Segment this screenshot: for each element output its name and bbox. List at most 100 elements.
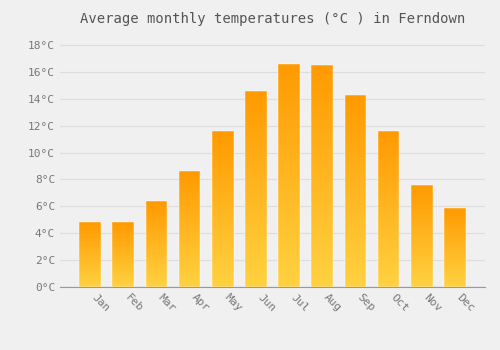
Bar xyxy=(179,216,201,218)
Bar xyxy=(245,130,266,132)
Bar xyxy=(112,262,134,263)
Bar xyxy=(80,237,101,238)
Bar xyxy=(378,232,400,234)
Bar xyxy=(378,145,400,147)
Bar xyxy=(411,214,432,216)
Bar xyxy=(378,267,400,270)
Bar xyxy=(312,110,333,112)
Bar xyxy=(312,107,333,110)
Bar xyxy=(179,225,201,226)
Bar xyxy=(146,245,167,246)
Bar xyxy=(245,267,266,270)
Bar xyxy=(344,280,366,282)
Bar xyxy=(411,269,432,271)
Bar xyxy=(444,280,466,281)
Bar xyxy=(212,260,234,262)
Bar xyxy=(80,256,101,257)
Bar xyxy=(179,186,201,187)
Bar xyxy=(245,91,266,93)
Bar xyxy=(444,278,466,279)
Bar xyxy=(411,187,432,189)
Bar xyxy=(179,265,201,267)
Bar xyxy=(146,243,167,244)
Bar xyxy=(212,182,234,184)
Bar xyxy=(278,231,300,234)
Bar xyxy=(212,217,234,219)
Bar xyxy=(378,217,400,219)
Bar xyxy=(278,150,300,153)
Bar xyxy=(278,226,300,229)
Bar xyxy=(146,263,167,264)
Bar xyxy=(444,265,466,266)
Bar xyxy=(278,215,300,217)
Bar xyxy=(344,273,366,275)
Bar xyxy=(344,224,366,227)
Bar xyxy=(245,209,266,211)
Bar xyxy=(245,258,266,260)
Bar xyxy=(112,236,134,237)
Bar xyxy=(411,197,432,199)
Bar xyxy=(378,213,400,215)
Bar xyxy=(378,201,400,203)
Bar xyxy=(278,145,300,147)
Bar xyxy=(179,260,201,261)
Bar xyxy=(146,224,167,225)
Bar xyxy=(444,233,466,235)
Bar xyxy=(344,133,366,135)
Bar xyxy=(146,272,167,273)
Bar xyxy=(212,174,234,176)
Bar xyxy=(444,216,466,217)
Bar xyxy=(146,268,167,269)
Bar xyxy=(312,168,333,170)
Bar xyxy=(146,229,167,230)
Bar xyxy=(411,271,432,272)
Bar xyxy=(278,120,300,122)
Bar xyxy=(344,174,366,176)
Bar xyxy=(411,227,432,228)
Bar xyxy=(212,211,234,213)
Bar xyxy=(179,245,201,246)
Bar xyxy=(80,228,101,229)
Bar xyxy=(378,170,400,172)
Bar xyxy=(112,245,134,246)
Bar xyxy=(444,282,466,283)
Bar xyxy=(179,233,201,235)
Bar xyxy=(212,234,234,236)
Bar xyxy=(411,196,432,197)
Bar xyxy=(411,223,432,224)
Bar xyxy=(411,238,432,240)
Bar xyxy=(278,111,300,114)
Bar xyxy=(444,251,466,252)
Bar xyxy=(146,262,167,263)
Bar xyxy=(444,209,466,210)
Bar xyxy=(245,159,266,162)
Bar xyxy=(444,279,466,280)
Bar xyxy=(80,265,101,266)
Bar xyxy=(212,242,234,244)
Bar xyxy=(112,256,134,257)
Bar xyxy=(245,93,266,96)
Bar xyxy=(378,230,400,232)
Bar xyxy=(245,137,266,140)
Bar xyxy=(344,116,366,119)
Bar xyxy=(146,281,167,282)
Bar xyxy=(278,251,300,253)
Bar xyxy=(212,244,234,246)
Bar xyxy=(444,262,466,263)
Bar xyxy=(146,242,167,243)
Bar xyxy=(344,131,366,133)
Bar xyxy=(344,282,366,285)
Bar xyxy=(212,131,234,133)
Bar xyxy=(344,150,366,152)
Bar xyxy=(344,169,366,171)
Bar xyxy=(80,267,101,268)
Bar xyxy=(411,272,432,273)
Bar xyxy=(278,212,300,215)
Bar xyxy=(80,238,101,239)
Bar xyxy=(245,145,266,147)
Bar xyxy=(312,132,333,134)
Bar xyxy=(344,263,366,265)
Bar xyxy=(378,266,400,267)
Bar xyxy=(212,246,234,248)
Bar xyxy=(444,239,466,240)
